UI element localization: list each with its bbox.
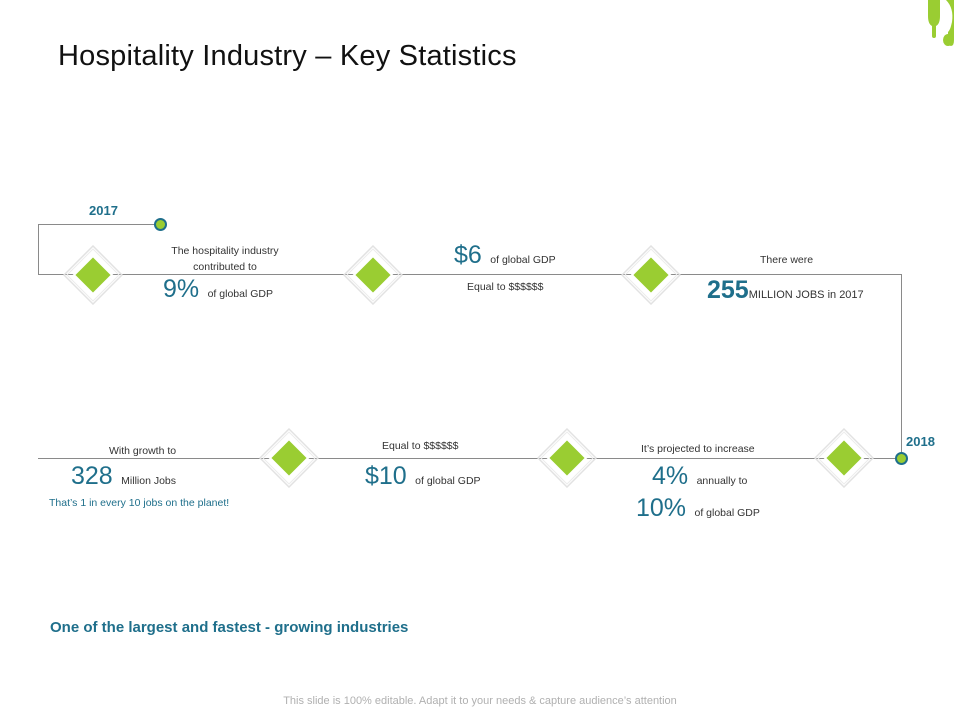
stat1-block: 9% of global GDP	[163, 275, 273, 304]
diamond-node-icon	[343, 245, 403, 305]
stat6-caption: With growth to	[109, 445, 177, 457]
stat4-value: 4%	[652, 462, 689, 490]
slide-title: Hospitality Industry – Key Statistics	[58, 40, 517, 72]
timeline-start-dot	[154, 218, 167, 231]
stat5-caption: Equal to $$$$$$	[382, 440, 459, 452]
footer-note: This slide is 100% editable. Adapt it to…	[283, 695, 677, 707]
stat3-caption: There were	[760, 254, 814, 266]
timeline-line-right-vertical	[901, 274, 902, 459]
stat2-value: $6	[454, 241, 482, 269]
diamond-node-icon	[259, 428, 319, 488]
tagline: One of the largest and fastest - growing…	[50, 619, 409, 636]
stat4-value2: 10%	[636, 494, 687, 522]
stat4-unit2: of global GDP	[694, 507, 760, 519]
diamond-node-icon	[63, 245, 123, 305]
stat6-block: 328 Million Jobs	[71, 462, 176, 491]
stat3-value: 255	[707, 276, 749, 304]
stat4-caption: It’s projected to increase	[641, 443, 755, 455]
timeline-line-bottom	[38, 458, 902, 459]
diamond-node-icon	[537, 428, 597, 488]
stat2-unit: of global GDP	[490, 254, 556, 266]
stat1-caption: The hospitality industry contributed to	[171, 245, 279, 273]
diamond-node-icon	[621, 245, 681, 305]
stat4-block: 4% annually to	[652, 462, 747, 491]
stat3-block: 255MILLION JOBS in 2017	[707, 276, 864, 305]
stat5-value: $10	[365, 462, 407, 490]
cutlery-icon	[928, 0, 954, 46]
timeline-line-start	[38, 224, 160, 225]
stat3-unit: MILLION JOBS in 2017	[748, 289, 864, 301]
stat4-unit: annually to	[696, 475, 748, 487]
stat5-unit: of global GDP	[415, 475, 481, 487]
stat1-value: 9%	[163, 275, 200, 303]
stat6-value: 328	[71, 462, 113, 490]
stat2-note: Equal to $$$$$$	[467, 281, 544, 293]
stat6-note: That’s 1 in every 10 jobs on the planet!	[49, 497, 230, 509]
timeline-end-dot	[895, 452, 908, 465]
timeline-line-left-vertical	[38, 224, 39, 275]
stat2-block: $6 of global GDP	[454, 241, 556, 270]
stat6-unit: Million Jobs	[121, 475, 177, 487]
year-label-end: 2018	[906, 434, 935, 449]
year-label-start: 2017	[89, 203, 118, 218]
diamond-node-icon	[814, 428, 874, 488]
stat4-block-2: 10% of global GDP	[636, 494, 760, 523]
stat1-unit: of global GDP	[207, 288, 273, 300]
stat5-block: $10 of global GDP	[365, 462, 481, 491]
timeline-line-top	[38, 274, 902, 275]
